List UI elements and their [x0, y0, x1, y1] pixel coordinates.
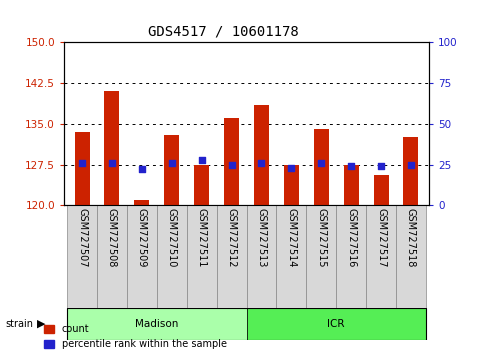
- Text: GSM727515: GSM727515: [316, 209, 326, 268]
- Bar: [74, 132, 90, 205]
- Point: [287, 165, 295, 171]
- Bar: [194, 165, 209, 205]
- Legend: count, percentile rank within the sample: count, percentile rank within the sample: [44, 324, 227, 349]
- Text: GSM727509: GSM727509: [137, 209, 147, 268]
- Point: [78, 160, 86, 166]
- Point: [317, 160, 325, 166]
- Bar: [216, 205, 246, 308]
- Text: GDS4517 / 10601178: GDS4517 / 10601178: [148, 25, 299, 39]
- Bar: [105, 91, 119, 205]
- Text: ICR: ICR: [327, 319, 345, 329]
- Bar: [403, 137, 419, 205]
- Bar: [254, 105, 269, 205]
- Text: GSM727510: GSM727510: [167, 209, 177, 268]
- Point: [407, 162, 415, 167]
- Bar: [246, 308, 426, 340]
- Bar: [306, 205, 336, 308]
- Point: [138, 167, 146, 172]
- Point: [347, 164, 355, 169]
- Bar: [284, 165, 299, 205]
- Bar: [374, 176, 388, 205]
- Text: GSM727516: GSM727516: [346, 209, 356, 268]
- Text: Madison: Madison: [135, 319, 178, 329]
- Text: GSM727508: GSM727508: [107, 209, 117, 268]
- Bar: [396, 205, 426, 308]
- Bar: [157, 205, 187, 308]
- Bar: [164, 135, 179, 205]
- Bar: [246, 205, 277, 308]
- Bar: [314, 129, 329, 205]
- Bar: [277, 205, 306, 308]
- Bar: [97, 205, 127, 308]
- Text: GSM727507: GSM727507: [77, 209, 87, 268]
- Bar: [224, 119, 239, 205]
- Point: [257, 160, 265, 166]
- Text: GSM727512: GSM727512: [227, 209, 237, 268]
- Text: ▶: ▶: [37, 319, 45, 329]
- Text: GSM727513: GSM727513: [256, 209, 266, 268]
- Point: [168, 160, 176, 166]
- Bar: [135, 200, 149, 205]
- Text: GSM727511: GSM727511: [197, 209, 207, 268]
- Point: [108, 160, 116, 166]
- Bar: [366, 205, 396, 308]
- Point: [228, 162, 236, 167]
- Bar: [67, 205, 97, 308]
- Bar: [336, 205, 366, 308]
- Bar: [67, 308, 246, 340]
- Text: GSM727514: GSM727514: [286, 209, 296, 268]
- Point: [198, 157, 206, 162]
- Point: [377, 164, 385, 169]
- Text: GSM727517: GSM727517: [376, 209, 386, 268]
- Bar: [344, 165, 358, 205]
- Bar: [187, 205, 216, 308]
- Bar: [127, 205, 157, 308]
- Text: strain: strain: [5, 319, 33, 329]
- Text: GSM727518: GSM727518: [406, 209, 416, 268]
